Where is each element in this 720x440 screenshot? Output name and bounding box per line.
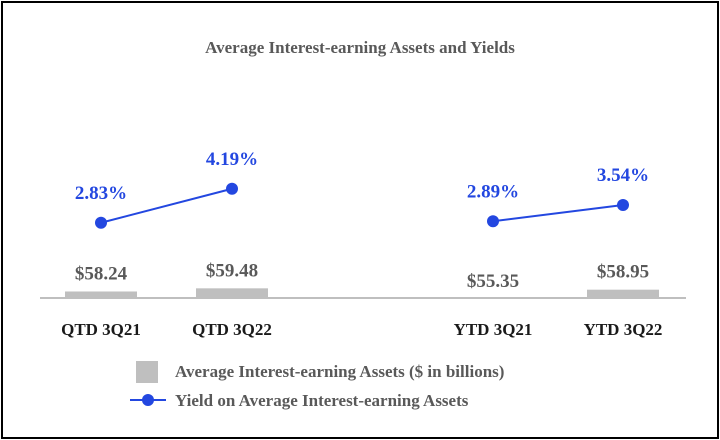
bar-value-label-ytd-3q22: $58.95: [597, 262, 649, 283]
bar-value-label-qtd-3q22: $59.48: [206, 260, 258, 281]
category-label-qtd-3q21: QTD 3Q21: [61, 320, 141, 339]
yield-point-ytd-3q21: [487, 215, 499, 228]
yield-point-qtd-3q21: [95, 216, 107, 229]
yield-label-qtd-3q21: 2.83%: [75, 183, 127, 204]
yield-label-ytd-3q21: 2.89%: [467, 181, 519, 202]
yield-point-qtd-3q22: [226, 182, 238, 195]
legend-marker-yield: [142, 394, 154, 406]
category-label-ytd-3q22: YTD 3Q22: [584, 320, 663, 339]
yield-label-ytd-3q22: 3.54%: [597, 165, 649, 186]
bar-ytd-3q22: [587, 289, 659, 298]
bar-layer: [65, 288, 659, 298]
legend-label-assets: Average Interest-earning Assets ($ in bi…: [175, 362, 504, 381]
legend-swatch-assets: [136, 361, 158, 383]
legend: Average Interest-earning Assets ($ in bi…: [130, 361, 504, 410]
bar-value-label-ytd-3q21: $55.35: [467, 271, 519, 292]
category-label-ytd-3q21: YTD 3Q21: [454, 320, 533, 339]
label-layer: $58.24 QTD 3Q21 $59.48 QTD 3Q22 $55.35 YTD 3Q…: [61, 149, 662, 339]
yield-label-qtd-3q22: 4.19%: [206, 149, 258, 170]
yield-line-layer: [95, 182, 629, 229]
yield-line-ytd: [492, 204, 624, 223]
bar-qtd-3q21: [65, 291, 137, 298]
yield-line-qtd: [100, 187, 233, 224]
category-label-qtd-3q22: QTD 3Q22: [192, 320, 272, 339]
yield-point-ytd-3q22: [617, 199, 629, 211]
bar-qtd-3q22: [196, 288, 268, 298]
bar-value-label-qtd-3q21: $58.24: [75, 263, 128, 284]
chart-svg: Average Interest-earning Assets and Yiel…: [40, 38, 686, 410]
chart-title: Average Interest-earning Assets and Yiel…: [205, 38, 515, 57]
legend-label-yield: Yield on Average Interest-earning Assets: [175, 391, 469, 410]
